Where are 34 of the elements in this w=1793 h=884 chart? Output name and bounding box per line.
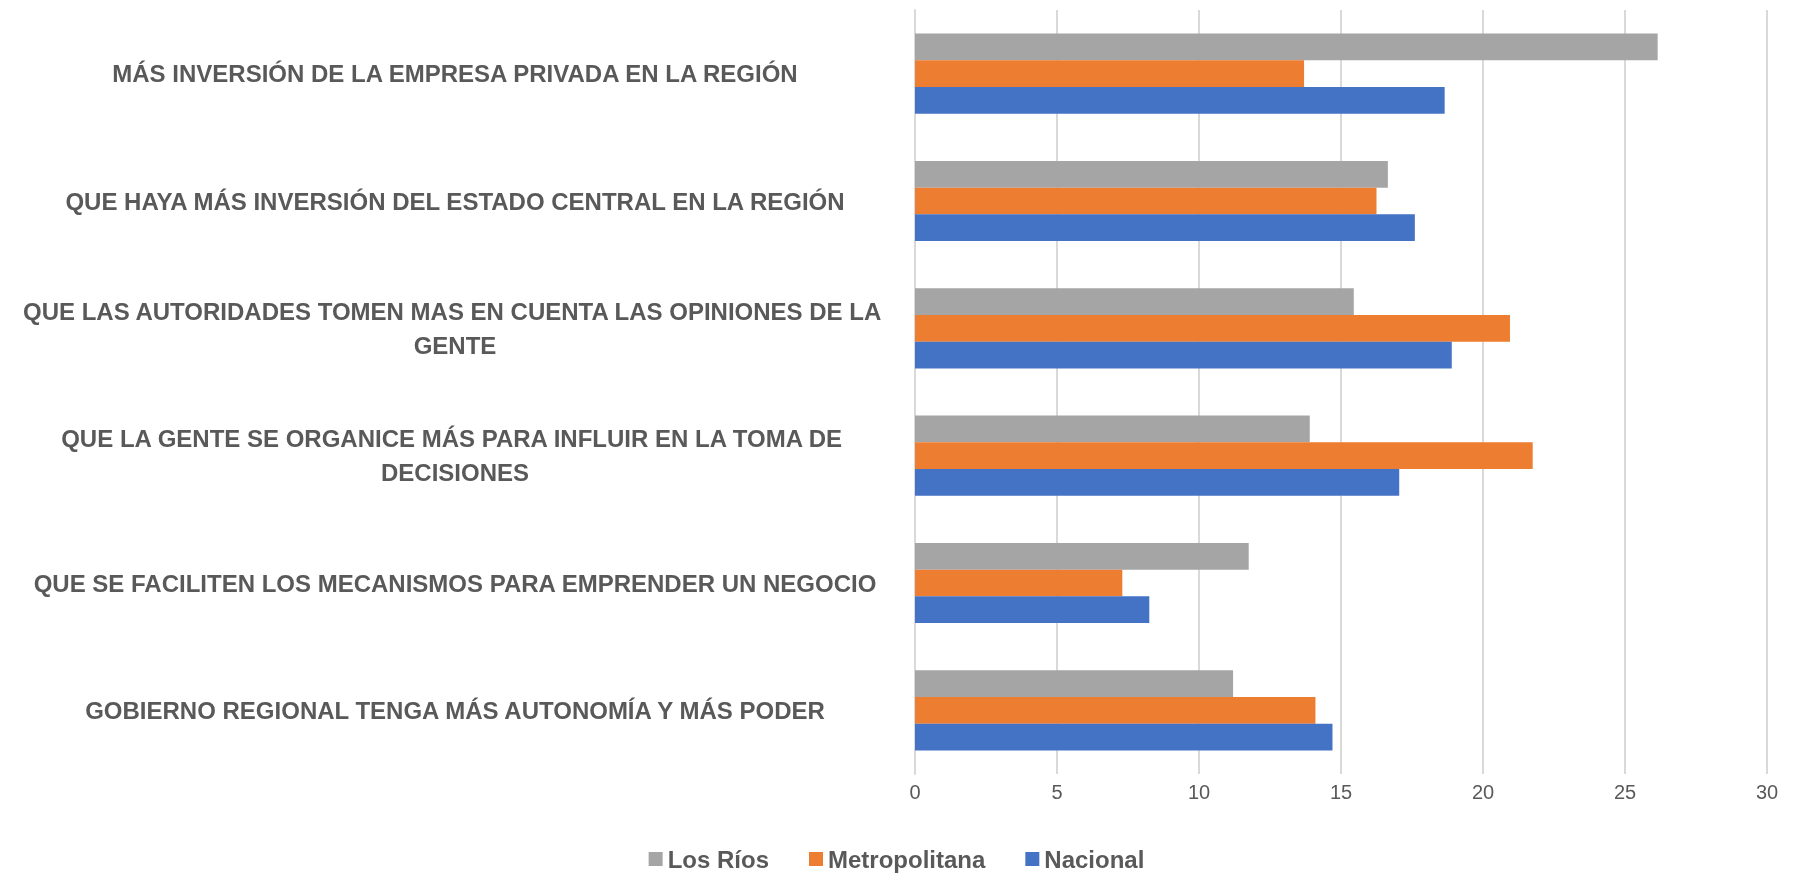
y-tick-label: MÁS INVERSIÓN DE LA EMPRESA PRIVADA EN LA REGIÓN — [112, 60, 798, 88]
x-tick-label: 0 — [909, 781, 921, 803]
bar — [915, 33, 1658, 61]
bar — [915, 569, 1123, 597]
legend-label: Metropolitana — [827, 845, 986, 873]
bar — [915, 469, 1400, 496]
y-tick-label: GOBIERNO REGIONAL TENGA MÁS AUTONOMÍA Y MÁS PODER — [85, 696, 825, 724]
x-tick-label: 10 — [1187, 781, 1211, 803]
bar — [915, 288, 1354, 315]
bar — [915, 442, 1533, 470]
bar — [915, 160, 1388, 188]
x-tick-label: 15 — [1329, 781, 1353, 803]
bar — [915, 542, 1249, 570]
bar — [915, 670, 1234, 697]
x-tick-label: 5 — [1051, 781, 1063, 803]
bar — [915, 415, 1310, 443]
bar — [915, 723, 1333, 751]
x-tick-label: 25 — [1613, 781, 1637, 803]
bar — [915, 696, 1316, 724]
x-tick-label: 30 — [1755, 781, 1779, 803]
legend-label: Nacional — [1044, 845, 1145, 873]
bar — [915, 87, 1445, 114]
y-tick-label: QUE SE FACILITEN LOS MECANISMOS PARA EMPRENDER UN NEGOCIO — [33, 569, 877, 597]
y-tick-label: QUE LAS AUTORIDADES TOMEN MAS EN CUENTA LAS OPINIONES DE LA GENTE — [22, 297, 888, 359]
bar — [915, 596, 1150, 624]
bar — [915, 214, 1415, 242]
x-tick-label: 20 — [1471, 781, 1495, 803]
legend-label: Los Ríos — [667, 845, 769, 873]
bar — [915, 341, 1452, 369]
bar — [915, 314, 1510, 342]
bar — [915, 60, 1305, 88]
bar — [915, 187, 1377, 215]
y-tick-label: QUE HAYA MÁS INVERSIÓN DEL ESTADO CENTRAL EN LA REGIÓN — [65, 187, 845, 215]
y-tick-label: QUE LA GENTE SE ORGANICE MÁS PARA INFLUIR EN LA TOMA DE DECISIONES — [61, 425, 849, 487]
